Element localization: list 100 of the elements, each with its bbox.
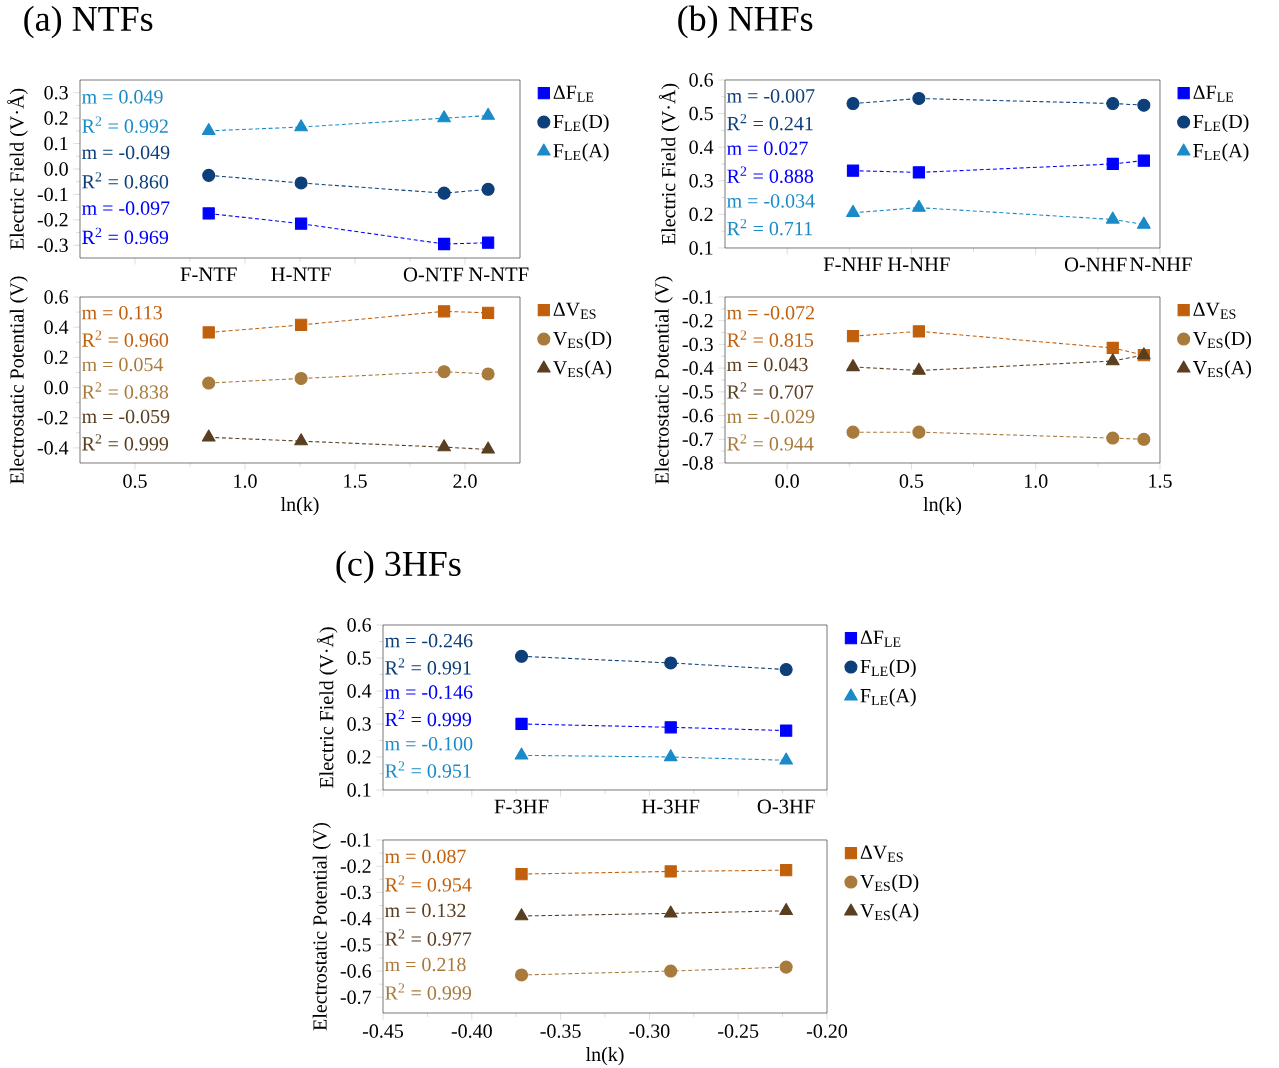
legend-label: V$_{ES}$(A) <box>1192 360 1251 379</box>
annotation: m = 0.132 <box>385 903 466 918</box>
annotation: R$^{2}$ = 0.860 <box>82 172 169 189</box>
y-tick-label: -0.4 <box>37 441 69 455</box>
y-tick-label: 0.3 <box>347 717 371 731</box>
x-tick-label: -0.35 <box>540 1024 581 1038</box>
y-tick-label: 0.5 <box>347 651 371 665</box>
annotation: R$^{2}$ = 0.969 <box>82 227 169 245</box>
annotation: m = -0.034 <box>727 194 815 208</box>
annotation: R$^{2}$ = 0.711 <box>727 218 812 236</box>
x-tick-label: -0.45 <box>362 1024 404 1038</box>
legend-label: F$_{LE}$(A) <box>860 688 916 707</box>
y-tick-label: -0.5 <box>682 385 713 399</box>
legend-label: ΔF$_{LE}$ <box>553 85 594 102</box>
y-tick-label: 0.1 <box>44 136 68 151</box>
annotation: m = -0.097 <box>82 201 170 215</box>
text: N-NTF <box>468 267 529 282</box>
x-tick-label: 1.0 <box>234 474 257 488</box>
legend-label: ΔV$_{ES}$ <box>553 302 596 319</box>
legend-label: F$_{LE}$(D) <box>860 659 916 678</box>
y-tick-label: -0.3 <box>340 885 371 900</box>
y-tick-label: 0.6 <box>347 618 372 632</box>
y-axis-title: Electric Field (V·Å) <box>7 88 28 250</box>
annotation: m = 0.027 <box>727 141 808 156</box>
y-tick-label: -0.6 <box>340 964 372 978</box>
y-axis-title: Electric Field (V·Å) <box>658 83 680 245</box>
y-tick-label: 0.2 <box>44 111 68 125</box>
chart-title: (b) NHFs <box>678 5 813 39</box>
y-tick-label: 0.4 <box>44 320 69 334</box>
text: O-3HF <box>757 799 815 814</box>
x-tick-label: -0.30 <box>629 1024 670 1038</box>
y-tick-label: -0.1 <box>340 833 371 847</box>
y-tick-label: 0.1 <box>689 241 713 255</box>
legend-label: V$_{ES}$(D) <box>553 331 612 350</box>
legend-label: ΔV$_{ES}$ <box>860 845 903 862</box>
y-tick-label: -0.7 <box>340 990 372 1005</box>
y-tick-label: -0.3 <box>682 337 713 352</box>
text: H-3HF <box>642 799 700 814</box>
annotation: R$^{2}$ = 0.838 <box>82 382 169 399</box>
legend-label: F$_{LE}$(D) <box>553 114 609 133</box>
annotation: R$^{2}$ = 0.707 <box>727 382 814 399</box>
annotation: m = -0.146 <box>385 685 473 699</box>
y-tick-label: -0.1 <box>682 290 713 304</box>
legend-label: ΔF$_{LE}$ <box>860 630 901 647</box>
x-tick-label: 2.0 <box>453 474 477 488</box>
y-tick-label: -0.4 <box>340 911 372 926</box>
x-axis-title: ln(k) <box>585 1047 624 1066</box>
legend-label: V$_{ES}$(A) <box>553 360 612 379</box>
y-tick-label: -0.2 <box>682 313 713 328</box>
annotation: R$^{2}$ = 0.888 <box>727 166 814 184</box>
y-tick-label: -0.6 <box>682 408 714 423</box>
x-tick-label: 0.0 <box>775 474 799 488</box>
legend-label: V$_{ES}$(D) <box>1192 331 1251 350</box>
text: H-NTF <box>271 267 331 282</box>
text: O-NTF <box>403 267 464 282</box>
y-tick-label: 0.6 <box>44 290 69 304</box>
annotation: m = 0.043 <box>727 357 808 372</box>
y-tick-label: 0.3 <box>44 85 68 100</box>
annotation: m = 0.054 <box>82 357 164 372</box>
y-tick-label: -0.2 <box>37 410 68 425</box>
y-tick-label: -0.4 <box>682 361 714 375</box>
y-tick-label: -0.2 <box>340 859 371 874</box>
x-tick-label: 0.5 <box>123 474 147 488</box>
chart-title: (c) 3HFs <box>336 550 461 584</box>
text: H-NHF <box>887 257 950 272</box>
annotation: m = 0.218 <box>385 957 466 972</box>
chart-title: (a) NTFs <box>24 5 153 39</box>
y-tick-label: -0.5 <box>340 938 371 952</box>
text: N-NHF <box>1129 257 1192 272</box>
text: F-3HF <box>494 799 549 814</box>
annotation: m = -0.100 <box>385 737 473 751</box>
annotation: m = -0.246 <box>385 633 473 648</box>
y-tick-label: 0.6 <box>689 73 714 87</box>
x-tick-label: 1.5 <box>1149 474 1172 488</box>
text: F-NTF <box>180 267 237 282</box>
text: F-NHF <box>823 257 883 272</box>
annotation: m = -0.029 <box>727 409 815 424</box>
y-tick-label: -0.2 <box>37 213 68 227</box>
y-tick-label: 0.0 <box>44 380 68 395</box>
legend-label: F$_{LE}$(A) <box>1193 143 1249 162</box>
legend-label: V$_{ES}$(D) <box>860 874 919 893</box>
y-axis-title: Electrostatic Potential (V) <box>9 276 28 484</box>
legend-label: F$_{LE}$(D) <box>1193 114 1249 133</box>
y-tick-label: 0.2 <box>347 750 371 764</box>
y-tick-label: 0.4 <box>689 140 714 154</box>
y-tick-label: 0.4 <box>347 684 372 698</box>
annotation: R$^{2}$ = 0.999 <box>385 983 472 1000</box>
x-tick-label: 0.5 <box>899 474 924 488</box>
x-tick-label: -0.40 <box>451 1024 492 1038</box>
annotation: m = -0.059 <box>82 409 170 424</box>
y-tick-label: 0.1 <box>347 783 371 797</box>
annotation: R$^{2}$ = 0.992 <box>82 116 168 133</box>
y-tick-label: -0.3 <box>37 238 68 253</box>
y-tick-label: 0.5 <box>689 106 713 121</box>
annotation: R$^{2}$ = 0.991 <box>385 658 471 675</box>
legend-label: V$_{ES}$(A) <box>860 903 919 922</box>
y-tick-label: -0.7 <box>682 432 714 447</box>
y-axis-title: Electrostatic Potential (V) <box>654 276 673 484</box>
annotation: m = -0.049 <box>82 145 170 160</box>
annotation: R$^{2}$ = 0.960 <box>82 330 169 347</box>
